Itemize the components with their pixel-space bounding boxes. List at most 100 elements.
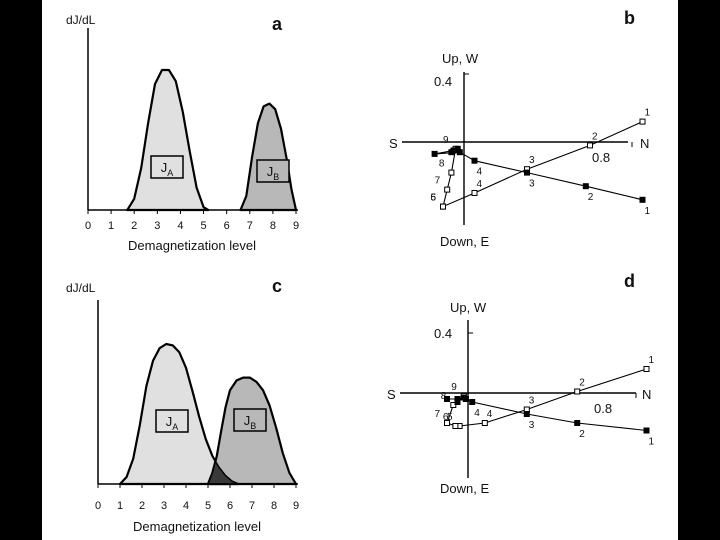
y-tick-label-b: 0.4 <box>434 74 452 89</box>
point-label-b-vertical-3: 3 <box>529 155 535 166</box>
point-label-b-vertical-2: 2 <box>592 131 598 142</box>
x-tick-label-d: 0.8 <box>594 401 612 416</box>
point-d-vertical-1 <box>643 366 650 372</box>
x-tick-label-c-3: 3 <box>161 500 167 512</box>
x-tick-label-a-5: 5 <box>200 220 206 232</box>
point-label-b-horizontal-3: 3 <box>529 179 535 190</box>
point-b-vertical-4 <box>471 190 478 196</box>
point-d-horizontal-4 <box>469 399 476 405</box>
distribution-a-j-b <box>239 102 298 212</box>
point-b-horizontal-4 <box>471 157 478 164</box>
x-tick-label-c-1: 1 <box>117 500 123 512</box>
x-axis-label-c: Demagnetization level <box>133 519 261 534</box>
y-axis-label-a: dJ/dL <box>66 13 96 27</box>
point-b-horizontal-2 <box>582 183 589 190</box>
point-b-horizontal-6 <box>431 150 438 157</box>
x-tick-label-a-1: 1 <box>108 220 114 232</box>
panel-label-b: b <box>624 8 635 28</box>
x-tick-label-a-6: 6 <box>224 220 230 232</box>
x-tick-label-c-9: 9 <box>293 500 299 512</box>
point-b-horizontal-1 <box>639 196 646 203</box>
point-label-b-horizontal-1: 1 <box>645 206 651 217</box>
series-label-a-j-b: JB <box>267 164 280 182</box>
point-b-horizontal-8 <box>448 149 455 156</box>
point-d-vertical-6 <box>452 423 459 429</box>
point-label-b-vertical-9: 9 <box>443 135 449 146</box>
point-label-d-vertical-9: 9 <box>451 382 457 393</box>
series-label-a-j-a: JA <box>161 160 174 178</box>
series-label-c-j-a: JA <box>166 414 179 432</box>
y-axis-label-c: dJ/dL <box>66 281 96 295</box>
point-b-vertical-2 <box>587 142 593 149</box>
series-label-c-j-b: JB <box>244 413 257 431</box>
point-label-d-vertical-8: 8 <box>441 391 447 402</box>
point-label-b-horizontal-2: 2 <box>588 192 594 203</box>
point-b-vertical-8 <box>448 169 455 176</box>
x-tick-label-a-7: 7 <box>247 220 253 232</box>
point-d-horizontal-6 <box>444 396 450 402</box>
x-tick-label-a-9: 9 <box>293 220 299 232</box>
x-tick-label-a-4: 4 <box>177 220 183 232</box>
point-label-b-vertical-7: 7 <box>435 176 441 187</box>
x-tick-label-c-5: 5 <box>205 500 211 512</box>
down-e-label-d: Down, E <box>440 481 489 496</box>
s-label-d: S <box>387 387 396 402</box>
point-label-d-vertical-3: 3 <box>529 396 535 407</box>
point-d-vertical-4 <box>481 420 488 426</box>
point-d-vertical-2 <box>574 388 581 395</box>
x-tick-label-b: 0.8 <box>592 150 610 165</box>
point-label-d-vertical-4: 4 <box>487 409 493 420</box>
x-tick-label-c-4: 4 <box>183 500 189 512</box>
point-label-d-vertical-7: 7 <box>434 409 440 420</box>
point-b-vertical-7 <box>444 186 451 193</box>
series-label-box-a-j-b <box>256 159 290 183</box>
series-line-b-horizontal <box>434 148 643 201</box>
overlap-region-c <box>206 460 240 485</box>
point-d-horizontal-9 <box>460 394 467 401</box>
point-d-horizontal-3 <box>523 411 530 417</box>
figure-slide: 0 1 2 3 4 5 6 7 8 9 dJ/dL Demagnetization level a JA J… <box>42 0 678 540</box>
panel-label-c: c <box>272 276 282 296</box>
point-b-vertical-6 <box>440 203 446 210</box>
point-d-horizontal-2 <box>574 420 581 426</box>
point-label-d-horizontal-2: 2 <box>579 429 585 440</box>
x-tick-label-a-3: 3 <box>154 220 160 232</box>
point-label-d-vertical-1: 1 <box>649 355 655 366</box>
series-label-box-a-j-a <box>150 155 184 179</box>
point-label-d-vertical-6: 6 <box>443 412 449 423</box>
up-w-label-d: Up, W <box>450 300 487 315</box>
x-tick-label-a-8: 8 <box>270 220 276 232</box>
series-label-box-c-j-b <box>233 408 267 432</box>
point-b-horizontal-3 <box>524 169 530 176</box>
y-tick-label-d: 0.4 <box>434 326 452 341</box>
series-label-box-c-j-a <box>155 409 189 433</box>
x-tick-label-c-7: 7 <box>249 500 255 512</box>
n-label-d: N <box>642 387 651 402</box>
x-tick-label-c-0: 0 <box>95 500 101 512</box>
s-label-b: S <box>389 136 398 151</box>
point-label-b-horizontal-4: 4 <box>477 167 483 178</box>
point-label-b-vertical-5: 5 <box>430 193 436 204</box>
point-label-d-horizontal-4: 4 <box>474 408 480 419</box>
x-tick-label-a-2: 2 <box>131 220 137 232</box>
x-tick-label-c-2: 2 <box>139 500 145 512</box>
point-label-d-vertical-2: 2 <box>579 378 585 389</box>
distribution-a-j-a <box>126 68 210 212</box>
point-label-b-vertical-1: 1 <box>645 108 651 119</box>
point-b-horizontal-9 <box>454 145 461 152</box>
point-label-d-horizontal-1: 1 <box>649 437 655 448</box>
point-label-d-horizontal-3: 3 <box>529 420 535 431</box>
panel-label-a: a <box>272 14 283 34</box>
point-b-vertical-1 <box>639 118 646 125</box>
point-label-b-vertical-6: 6 <box>430 193 436 204</box>
panel-label-d: d <box>624 271 635 291</box>
x-tick-label-c-6: 6 <box>227 500 233 512</box>
point-d-horizontal-1 <box>643 427 650 434</box>
down-e-label-b: Down, E <box>440 234 489 249</box>
point-label-b-vertical-8: 8 <box>439 159 445 170</box>
point-label-b-vertical-4: 4 <box>477 179 483 190</box>
point-label-d-vertical-5: 5 <box>447 412 453 423</box>
x-axis-label-a: Demagnetization level <box>128 238 256 253</box>
x-tick-label-a-0: 0 <box>85 220 91 232</box>
